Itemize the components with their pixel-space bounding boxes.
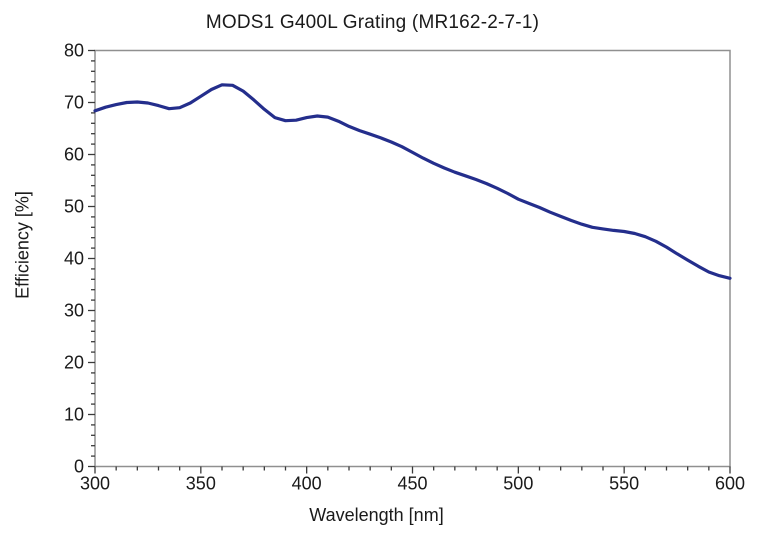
y-tick-label: 40: [64, 249, 84, 269]
y-tick-label: 0: [74, 457, 84, 477]
x-tick-label: 350: [186, 474, 216, 494]
x-tick-label: 450: [397, 474, 427, 494]
efficiency-curve: [93, 83, 732, 280]
y-tick-label: 70: [64, 93, 84, 113]
y-tick-label: 30: [64, 301, 84, 321]
x-tick-label: 300: [80, 474, 110, 494]
x-tick-label: 400: [292, 474, 322, 494]
x-tick-label: 550: [609, 474, 639, 494]
y-tick-label: 10: [64, 405, 84, 425]
y-tick-label: 60: [64, 145, 84, 165]
y-tick-label: 80: [64, 41, 84, 61]
x-tick-label: 600: [715, 474, 745, 494]
x-axis-title: Wavelength [nm]: [309, 505, 444, 525]
x-tick-label: 500: [503, 474, 533, 494]
chart-title: MODS1 G400L Grating (MR162-2-7-1): [205, 12, 540, 33]
y-tick-label: 20: [64, 353, 84, 373]
y-tick-label: 50: [64, 197, 84, 217]
plot-frame: [94, 49, 731, 468]
